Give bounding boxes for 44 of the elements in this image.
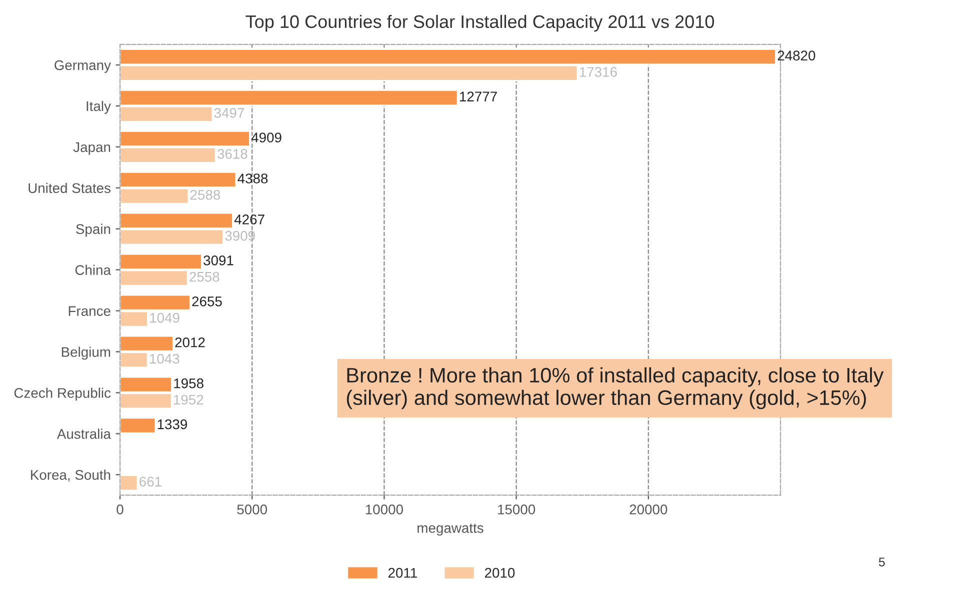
data-label: 3497 — [214, 108, 244, 118]
x-tick-label: 20000 — [630, 504, 668, 514]
y-tick-label: Australia — [56, 428, 111, 439]
data-label: 12777 — [460, 92, 497, 102]
legend-label: 2011 — [388, 568, 417, 578]
data-label: 1339 — [158, 419, 188, 430]
data-label: 1952 — [174, 394, 204, 405]
x-tick-label: 10000 — [366, 504, 403, 514]
y-tick-label: Germany — [54, 60, 111, 73]
y-tick-label: China — [75, 264, 111, 275]
y-tick-label: Japan — [73, 142, 110, 155]
x-axis-title: megawatts — [418, 524, 484, 536]
x-tick-label: 15000 — [498, 504, 536, 514]
data-label: 2588 — [190, 190, 220, 200]
data-label: 4388 — [238, 174, 268, 184]
data-label: 3618 — [218, 148, 248, 159]
data-label: 1958 — [174, 378, 204, 388]
data-label: 2012 — [175, 337, 205, 348]
data-label: 1049 — [150, 312, 180, 323]
data-label: 1043 — [150, 354, 180, 364]
y-tick-label: Belgium — [62, 346, 110, 360]
data-label: 4267 — [234, 214, 264, 224]
legend-label: 2010 — [484, 568, 515, 578]
y-tick-label: France — [68, 306, 110, 316]
y-tick-label: Korea, South — [31, 470, 110, 482]
y-tick-label: Spain — [76, 224, 110, 237]
data-label: 24820 — [778, 50, 816, 60]
data-label: 3091 — [204, 256, 234, 266]
data-label: 2655 — [192, 296, 222, 306]
data-label: 4909 — [251, 132, 282, 142]
y-tick-label: Czech Republic — [14, 388, 111, 401]
data-label: 661 — [140, 476, 162, 487]
bar — [120, 417, 156, 434]
bar — [120, 474, 138, 492]
x-tick-label: 5000 — [237, 504, 268, 514]
data-label: 17316 — [580, 67, 617, 77]
chart-title: Top 10 Countries for Solar Installed Capacity 2011 vs 2010 — [246, 14, 714, 32]
annotation: Bronze ! More than 10% of installed capacity, close to Italy (silver) and somewhat lower than Germany (gold, >15%) — [346, 367, 884, 410]
text: 5 — [878, 558, 885, 566]
y-tick-label: Italy — [86, 100, 111, 114]
data-label: 3909 — [225, 230, 255, 241]
x-tick-label: 0 — [116, 504, 124, 514]
data-label: 2558 — [190, 272, 220, 282]
y-tick-label: United States — [28, 182, 110, 194]
